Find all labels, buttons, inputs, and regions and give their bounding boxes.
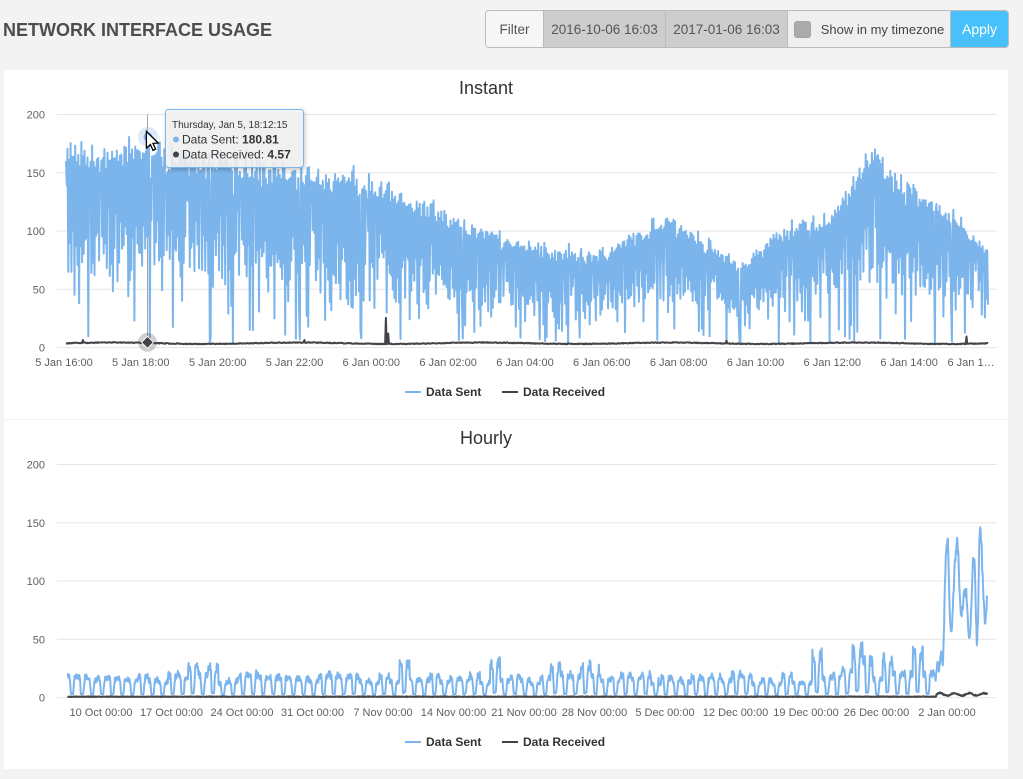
svg-text:6 Jan 06:00: 6 Jan 06:00 xyxy=(573,357,631,369)
svg-text:Hourly: Hourly xyxy=(460,428,512,448)
svg-text:Data Received: Data Received xyxy=(523,735,605,749)
svg-text:6 Jan 10:00: 6 Jan 10:00 xyxy=(727,357,785,369)
svg-text:0: 0 xyxy=(39,343,45,355)
svg-text:200: 200 xyxy=(27,110,45,122)
svg-text:21 Nov 00:00: 21 Nov 00:00 xyxy=(491,707,556,719)
svg-text:5 Jan 18:00: 5 Jan 18:00 xyxy=(112,357,170,369)
svg-text:5 Jan 22:00: 5 Jan 22:00 xyxy=(266,357,324,369)
svg-text:100: 100 xyxy=(27,576,45,588)
svg-text:Data Sent: Data Sent xyxy=(426,735,481,749)
svg-text:150: 150 xyxy=(27,168,45,180)
svg-text:6 Jan 1…: 6 Jan 1… xyxy=(948,357,995,369)
svg-text:31 Oct 00:00: 31 Oct 00:00 xyxy=(281,707,344,719)
svg-text:6 Jan 08:00: 6 Jan 08:00 xyxy=(650,357,708,369)
svg-text:19 Dec 00:00: 19 Dec 00:00 xyxy=(773,707,838,719)
svg-text:10 Oct 00:00: 10 Oct 00:00 xyxy=(70,707,133,719)
svg-text:6 Jan 04:00: 6 Jan 04:00 xyxy=(496,357,554,369)
svg-text:5 Dec 00:00: 5 Dec 00:00 xyxy=(635,707,694,719)
svg-text:Thursday, Jan 5, 18:12:15: Thursday, Jan 5, 18:12:15 xyxy=(172,120,288,131)
svg-text:6 Jan 02:00: 6 Jan 02:00 xyxy=(419,357,477,369)
svg-text:Data Received: Data Received xyxy=(523,385,605,399)
svg-text:0: 0 xyxy=(39,693,45,705)
svg-text:14 Nov 00:00: 14 Nov 00:00 xyxy=(421,707,486,719)
svg-text:100: 100 xyxy=(27,226,45,238)
svg-text:7 Nov 00:00: 7 Nov 00:00 xyxy=(353,707,412,719)
svg-text:Data Sent: 180.81: Data Sent: 180.81 xyxy=(182,133,279,147)
svg-text:17 Oct 00:00: 17 Oct 00:00 xyxy=(140,707,203,719)
svg-text:12 Dec 00:00: 12 Dec 00:00 xyxy=(703,707,768,719)
svg-text:50: 50 xyxy=(33,634,45,646)
svg-text:Instant: Instant xyxy=(459,78,513,98)
svg-text:2 Jan 00:00: 2 Jan 00:00 xyxy=(918,707,976,719)
svg-text:24 Oct 00:00: 24 Oct 00:00 xyxy=(211,707,274,719)
svg-text:26 Dec 00:00: 26 Dec 00:00 xyxy=(844,707,909,719)
svg-text:200: 200 xyxy=(27,460,45,472)
svg-text:5 Jan 16:00: 5 Jan 16:00 xyxy=(35,357,93,369)
svg-text:6 Jan 00:00: 6 Jan 00:00 xyxy=(343,357,401,369)
svg-text:Data Sent: Data Sent xyxy=(426,385,481,399)
svg-text:6 Jan 14:00: 6 Jan 14:00 xyxy=(880,357,938,369)
svg-text:6 Jan 12:00: 6 Jan 12:00 xyxy=(804,357,862,369)
svg-text:5 Jan 20:00: 5 Jan 20:00 xyxy=(189,357,247,369)
svg-text:28 Nov 00:00: 28 Nov 00:00 xyxy=(562,707,627,719)
svg-text:Data Received: 4.57: Data Received: 4.57 xyxy=(182,148,291,162)
svg-text:50: 50 xyxy=(33,284,45,296)
svg-text:150: 150 xyxy=(27,518,45,530)
